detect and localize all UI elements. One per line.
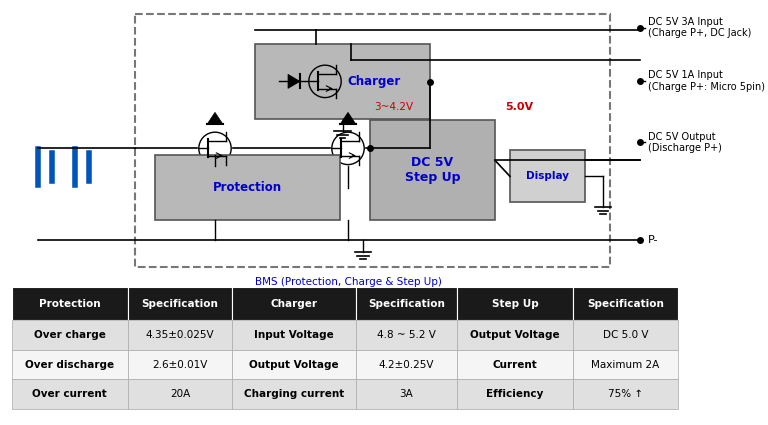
Bar (12, 320, 127, 350)
Text: 3~4.2V: 3~4.2V (374, 102, 413, 112)
Text: Output Voltage: Output Voltage (250, 360, 339, 369)
Text: Over current: Over current (32, 389, 107, 399)
Text: Protection: Protection (38, 299, 101, 309)
Text: DC 5V 1A Input
(Charge P+: Micro 5pin): DC 5V 1A Input (Charge P+: Micro 5pin) (648, 70, 765, 91)
Bar (233, 379, 356, 409)
Text: 75% ↑: 75% ↑ (608, 389, 643, 399)
Text: Specification: Specification (368, 299, 445, 309)
Polygon shape (340, 112, 356, 125)
Text: Specification: Specification (141, 299, 218, 309)
Bar (233, 350, 356, 379)
Polygon shape (288, 74, 300, 88)
Bar (457, 287, 573, 320)
Text: Over discharge: Over discharge (25, 360, 114, 369)
Bar (356, 379, 457, 409)
Text: DC 5V Output
(Discharge P+): DC 5V Output (Discharge P+) (648, 132, 722, 153)
Text: 20A: 20A (170, 389, 190, 399)
Text: Over charge: Over charge (34, 330, 105, 340)
Bar (155, 156, 340, 221)
Text: 3A: 3A (399, 389, 413, 399)
Bar (233, 320, 356, 350)
Text: 5.0V: 5.0V (505, 102, 533, 112)
Bar (12, 379, 127, 409)
Bar (573, 350, 678, 379)
Bar (127, 287, 233, 320)
Text: Input Voltage: Input Voltage (254, 330, 334, 340)
Text: Charger: Charger (347, 75, 401, 88)
Bar (457, 379, 573, 409)
Text: 4.8 ~ 5.2 V: 4.8 ~ 5.2 V (377, 330, 436, 340)
Text: Charging current: Charging current (244, 389, 344, 399)
Bar (356, 287, 457, 320)
Bar (573, 379, 678, 409)
Text: Efficiency: Efficiency (486, 389, 544, 399)
Bar (573, 287, 678, 320)
Bar (457, 350, 573, 379)
Text: Output Voltage: Output Voltage (470, 330, 560, 340)
Polygon shape (207, 112, 223, 125)
Text: 4.35±0.025V: 4.35±0.025V (146, 330, 214, 340)
Bar (457, 320, 573, 350)
Bar (356, 350, 457, 379)
Bar (255, 44, 430, 119)
Bar (135, 14, 610, 267)
Text: 2.6±0.01V: 2.6±0.01V (152, 360, 207, 369)
Bar (12, 350, 127, 379)
Bar (356, 320, 457, 350)
Bar (127, 350, 233, 379)
Text: BMS (Protection, Charge & Step Up): BMS (Protection, Charge & Step Up) (255, 278, 442, 287)
Text: DC 5.0 V: DC 5.0 V (603, 330, 648, 340)
Bar (233, 287, 356, 320)
Text: DC 5V 3A Input
(Charge P+, DC Jack): DC 5V 3A Input (Charge P+, DC Jack) (648, 17, 751, 38)
Text: P-: P- (648, 235, 658, 245)
Bar (573, 320, 678, 350)
Text: 4.2±0.25V: 4.2±0.25V (379, 360, 434, 369)
Bar (127, 320, 233, 350)
Bar (370, 120, 495, 221)
Text: Current: Current (493, 360, 538, 369)
Text: Specification: Specification (587, 299, 664, 309)
Text: Display: Display (526, 171, 569, 181)
Bar (510, 150, 585, 202)
Bar (127, 379, 233, 409)
Text: Step Up: Step Up (492, 299, 538, 309)
Text: DC 5V
Step Up: DC 5V Step Up (405, 156, 460, 184)
Text: Charger: Charger (270, 299, 318, 309)
Bar (12, 287, 127, 320)
Text: Maximum 2A: Maximum 2A (591, 360, 660, 369)
Text: Protection: Protection (213, 181, 282, 194)
